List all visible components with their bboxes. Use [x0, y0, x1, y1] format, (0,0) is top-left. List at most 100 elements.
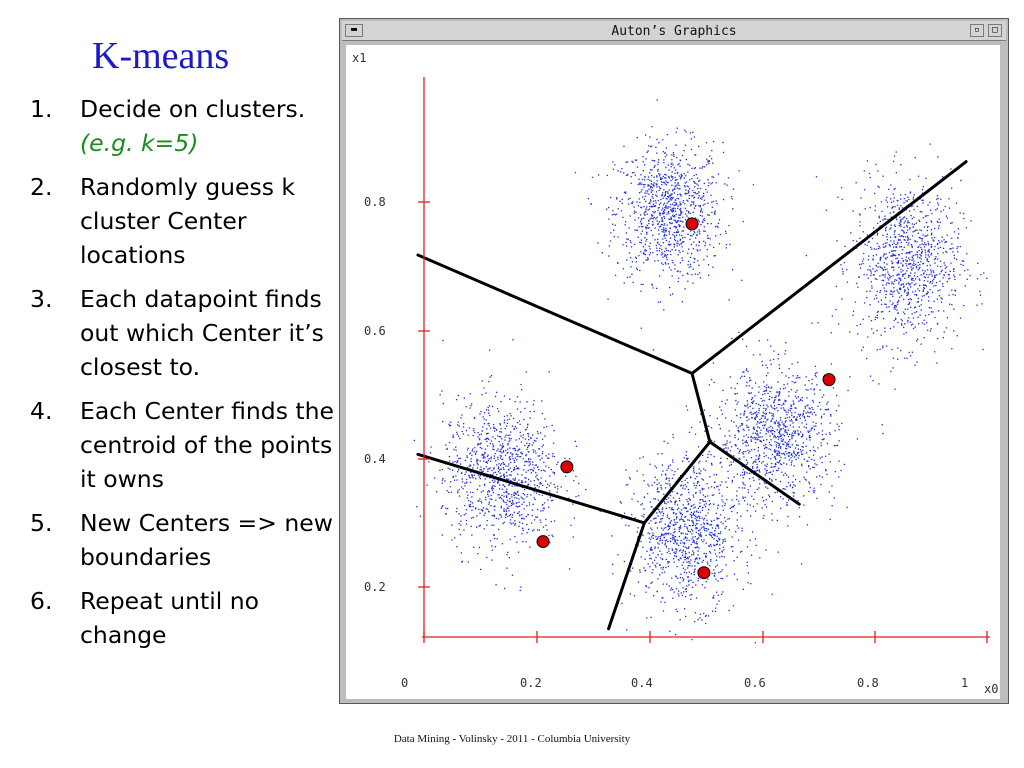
data-point: [719, 406, 721, 408]
data-point: [499, 457, 502, 459]
data-point: [656, 590, 658, 592]
data-point: [672, 512, 675, 514]
data-point: [726, 450, 728, 452]
data-point: [516, 445, 518, 448]
data-point: [868, 172, 871, 175]
data-point: [520, 383, 522, 386]
window-titlebar[interactable]: ▬ Auton’s Graphics ▫ □: [342, 21, 1006, 41]
data-point: [479, 439, 481, 441]
data-point: [860, 197, 862, 199]
data-point: [545, 426, 548, 428]
data-point: [766, 384, 768, 386]
data-point: [677, 207, 679, 209]
data-point: [522, 517, 524, 519]
maximize-button[interactable]: □: [988, 24, 1002, 37]
data-point: [530, 458, 532, 460]
data-point: [507, 434, 509, 437]
data-point: [696, 557, 698, 559]
data-point: [745, 345, 748, 348]
data-point: [506, 499, 509, 502]
data-point: [876, 349, 878, 351]
data-point: [874, 205, 877, 207]
data-point: [511, 496, 513, 498]
data-point: [498, 528, 500, 531]
data-point: [742, 496, 744, 498]
data-point: [656, 99, 658, 101]
data-point: [963, 217, 965, 220]
data-point: [545, 465, 547, 467]
data-point: [765, 472, 767, 474]
data-point: [627, 198, 630, 200]
data-point: [915, 263, 917, 266]
data-point: [673, 235, 676, 237]
data-point: [899, 219, 902, 221]
data-point: [665, 255, 667, 257]
data-point: [502, 450, 505, 452]
data-point: [889, 275, 891, 277]
data-point: [882, 274, 885, 276]
data-point: [776, 407, 778, 409]
data-point: [921, 251, 923, 254]
data-point: [894, 308, 896, 310]
data-point: [488, 425, 490, 427]
data-point: [480, 466, 482, 468]
data-point: [953, 274, 955, 276]
data-point: [532, 464, 534, 466]
data-point: [721, 413, 723, 415]
data-point: [881, 424, 883, 426]
data-point: [953, 330, 955, 332]
data-point: [528, 502, 531, 504]
data-point: [688, 584, 690, 586]
data-point: [497, 471, 500, 473]
data-point: [477, 459, 479, 461]
data-point: [780, 440, 782, 442]
data-point: [763, 390, 765, 392]
data-point: [541, 494, 543, 496]
data-point: [791, 407, 793, 410]
data-point: [739, 417, 741, 419]
data-point: [491, 524, 493, 526]
data-point: [946, 251, 948, 253]
data-point: [507, 443, 509, 445]
data-point: [707, 578, 709, 580]
data-point: [756, 488, 758, 491]
data-point: [892, 206, 894, 208]
data-point: [791, 437, 793, 440]
data-point: [517, 450, 519, 452]
data-point: [765, 470, 768, 472]
minimize-button[interactable]: ▫: [970, 24, 984, 37]
data-point: [488, 467, 490, 470]
data-point: [492, 491, 494, 494]
window-menu-button[interactable]: ▬: [345, 24, 363, 37]
data-point: [789, 439, 791, 441]
data-point: [543, 461, 545, 464]
data-point: [707, 214, 709, 216]
data-point: [465, 523, 468, 525]
data-point: [473, 546, 475, 548]
data-point: [481, 394, 483, 396]
data-point: [768, 386, 770, 388]
data-point: [922, 273, 925, 275]
data-point: [738, 503, 740, 505]
data-point: [930, 209, 932, 211]
data-point: [712, 266, 714, 268]
data-point: [765, 389, 767, 391]
data-point: [692, 522, 695, 524]
data-point: [849, 376, 851, 378]
data-point: [525, 477, 527, 479]
data-point: [691, 201, 693, 203]
step-text: Randomly guess k cluster Center location…: [80, 173, 296, 269]
data-point: [679, 542, 682, 544]
data-point: [654, 165, 656, 167]
data-point: [679, 203, 681, 205]
data-point: [670, 166, 672, 168]
data-point: [720, 577, 722, 580]
data-point: [473, 474, 475, 476]
data-point: [836, 240, 838, 242]
data-point: [928, 244, 930, 246]
data-point: [522, 481, 524, 483]
data-point: [661, 527, 663, 529]
data-point: [875, 265, 877, 267]
data-point: [469, 464, 471, 466]
data-point: [795, 418, 797, 420]
